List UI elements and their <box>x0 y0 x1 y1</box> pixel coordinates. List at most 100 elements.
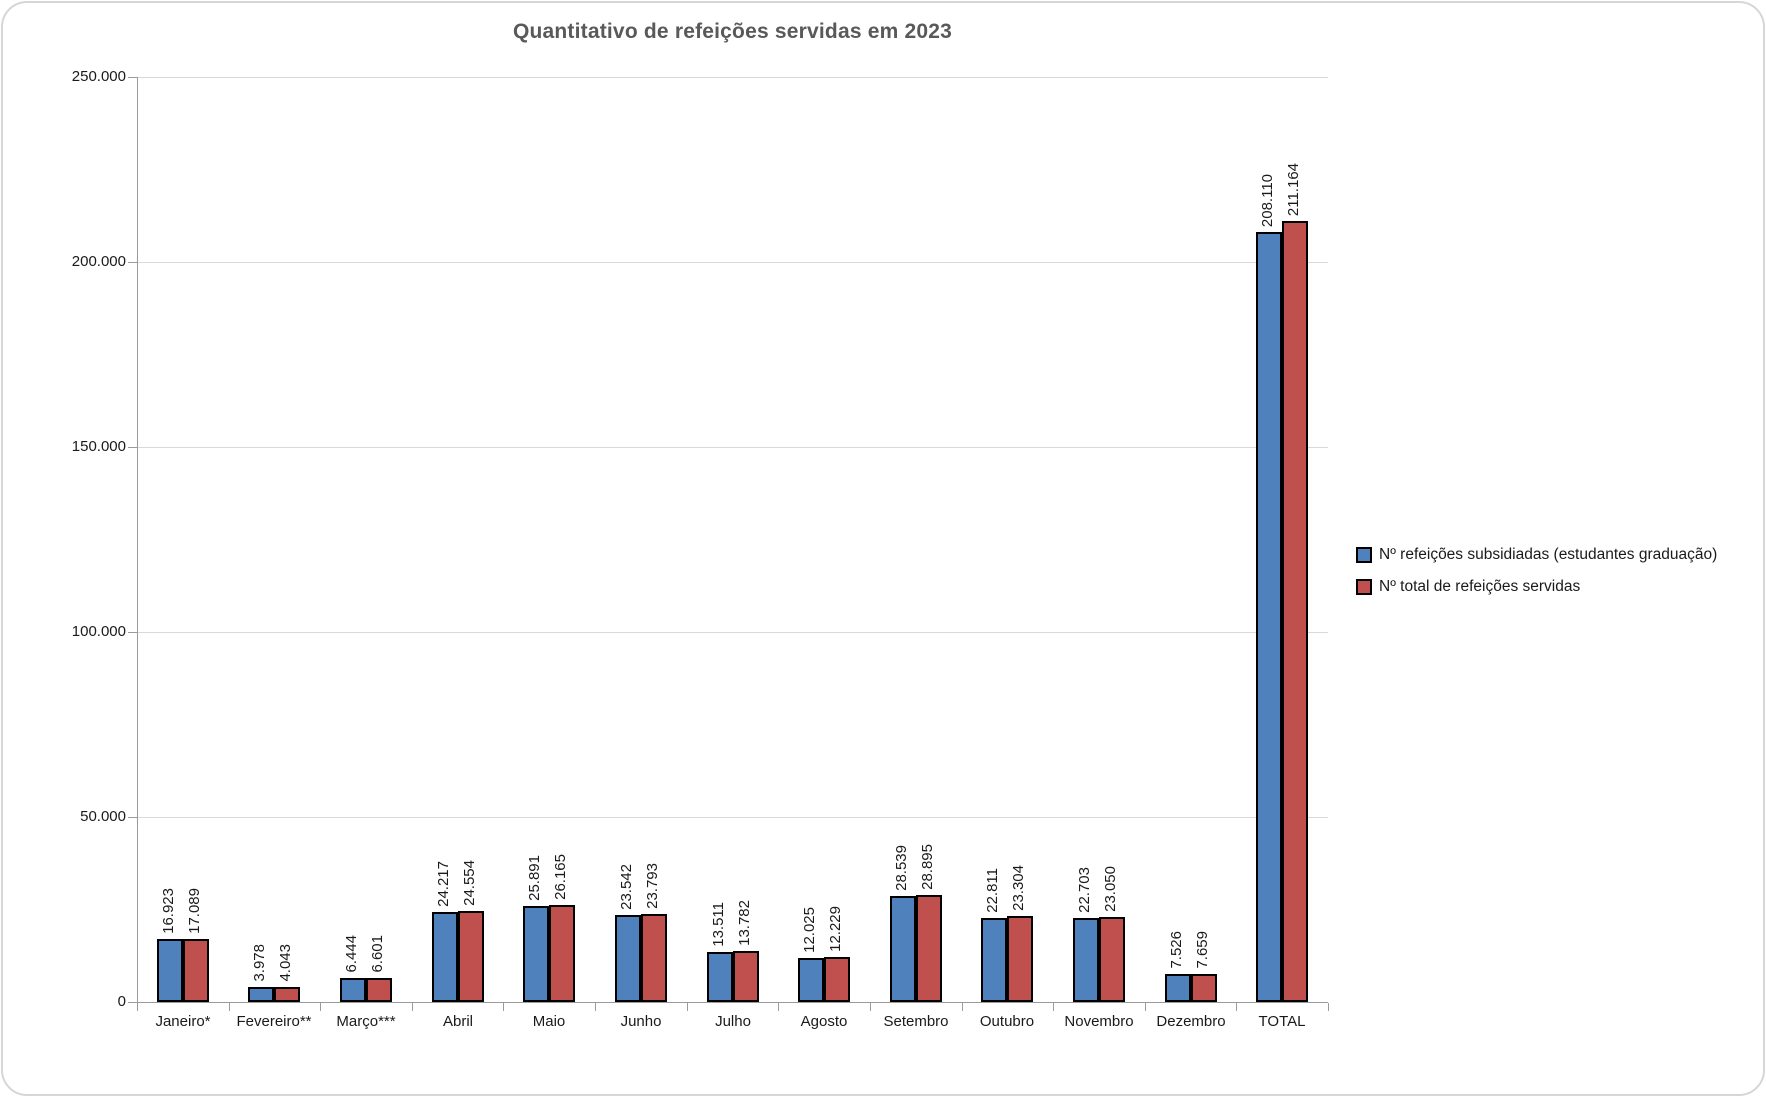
bar-subsidiadas <box>798 958 824 1002</box>
legend-item-subsidiadas: Nº refeições subsidiadas (estudantes gra… <box>1356 546 1717 564</box>
bar-subsidiadas <box>432 912 458 1002</box>
bar-data-label: 16.923 <box>160 888 177 934</box>
bar-subsidiadas <box>340 978 366 1002</box>
x-axis-tick <box>962 1003 963 1011</box>
bar-total <box>549 905 575 1002</box>
bar-total <box>824 957 850 1002</box>
x-axis-category-label: Dezembro <box>1156 1013 1226 1030</box>
y-axis-tick <box>128 77 137 78</box>
x-axis-tick <box>137 1003 138 1011</box>
bar-data-label: 25.891 <box>526 855 543 901</box>
x-axis-tick <box>595 1003 596 1011</box>
bar-total <box>916 895 942 1002</box>
x-axis-tick <box>503 1003 504 1011</box>
gridline <box>138 632 1328 633</box>
bar-subsidiadas <box>981 918 1007 1002</box>
bar-data-label: 26.165 <box>552 854 569 900</box>
bar-data-label: 23.304 <box>1010 865 1027 911</box>
bar-total <box>641 914 667 1002</box>
bar-total <box>274 987 300 1002</box>
x-axis-line <box>137 1002 1328 1003</box>
legend-label: Nº total de refeições servidas <box>1379 578 1581 595</box>
bar-data-label: 23.542 <box>618 864 635 910</box>
y-axis-tick <box>128 1002 137 1003</box>
x-axis-tick <box>1145 1003 1146 1011</box>
chart-title: Quantitativo de refeições servidas em 20… <box>512 20 953 43</box>
x-axis-category-label: Julho <box>715 1013 751 1030</box>
x-axis-category-label: Maio <box>532 1013 566 1030</box>
bar-total <box>733 951 759 1002</box>
bar-data-label: 12.229 <box>827 906 844 952</box>
bar-subsidiadas <box>157 939 183 1002</box>
bar-data-label: 7.659 <box>1194 931 1211 969</box>
gridline <box>138 817 1328 818</box>
bar-total <box>1282 221 1308 1002</box>
y-axis-tick <box>128 817 137 818</box>
gridline <box>138 447 1328 448</box>
y-axis-tick <box>128 447 137 448</box>
bar-data-label: 13.511 <box>710 902 727 947</box>
bar-data-label: 24.554 <box>461 860 478 906</box>
bar-total <box>366 978 392 1002</box>
x-axis-tick <box>1053 1003 1054 1011</box>
x-axis-category-label: Novembro <box>1064 1013 1134 1030</box>
bar-data-label: 22.703 <box>1076 867 1093 913</box>
bar-total <box>183 939 209 1002</box>
x-axis-category-label: Junho <box>620 1013 662 1030</box>
bar-subsidiadas <box>248 987 274 1002</box>
bar-data-label: 24.217 <box>435 861 452 907</box>
bar-data-label: 28.539 <box>893 845 910 891</box>
gridline <box>138 262 1328 263</box>
bar-data-label: 13.782 <box>736 900 753 946</box>
legend-item-total: Nº total de refeições servidas <box>1356 578 1717 596</box>
bar-total <box>1099 917 1125 1002</box>
bar-data-label: 7.526 <box>1168 931 1185 969</box>
x-axis-category-label: TOTAL <box>1258 1013 1306 1030</box>
bar-data-label: 208.110 <box>1259 173 1276 227</box>
bar-subsidiadas <box>707 952 733 1002</box>
bar-subsidiadas <box>615 915 641 1002</box>
y-axis-label: 0 <box>117 993 126 1010</box>
x-axis-tick <box>320 1003 321 1011</box>
x-axis-category-label: Fevereiro** <box>236 1013 312 1030</box>
bar-subsidiadas <box>1165 974 1191 1002</box>
bar-total <box>1191 974 1217 1002</box>
x-axis-tick <box>412 1003 413 1011</box>
bar-total <box>458 911 484 1002</box>
x-axis-category-label: Janeiro* <box>155 1013 211 1030</box>
bar-subsidiadas <box>1073 918 1099 1002</box>
legend-label: Nº refeições subsidiadas (estudantes gra… <box>1379 546 1718 563</box>
legend-swatch-icon <box>1356 579 1372 595</box>
y-axis-label: 100.000 <box>71 623 126 640</box>
y-axis-label: 50.000 <box>80 808 126 825</box>
bar-data-label: 22.811 <box>984 868 1001 913</box>
y-axis-label: 200.000 <box>71 253 126 270</box>
y-axis-line <box>137 77 138 1003</box>
x-axis-tick <box>1328 1003 1329 1011</box>
x-axis-category-label: Abril <box>442 1013 473 1030</box>
legend-swatch-icon <box>1356 547 1372 563</box>
bar-data-label: 6.444 <box>343 935 360 973</box>
x-axis-tick <box>687 1003 688 1011</box>
x-axis-category-label: Agosto <box>800 1013 848 1030</box>
bar-data-label: 23.793 <box>644 863 661 909</box>
y-axis-label: 150.000 <box>71 438 126 455</box>
y-axis-tick <box>128 632 137 633</box>
y-axis-tick <box>128 262 137 263</box>
x-axis-category-label: Março*** <box>336 1013 396 1030</box>
y-axis-label: 250.000 <box>71 68 126 85</box>
x-axis-tick <box>229 1003 230 1011</box>
bar-data-label: 3.978 <box>251 944 268 982</box>
bar-subsidiadas <box>890 896 916 1002</box>
bar-data-label: 28.895 <box>919 844 936 890</box>
bar-data-label: 6.601 <box>369 935 386 973</box>
bar-total <box>1007 916 1033 1002</box>
bar-data-label: 12.025 <box>801 907 818 953</box>
x-axis-tick <box>778 1003 779 1011</box>
x-axis-category-label: Outubro <box>979 1013 1035 1030</box>
bar-subsidiadas <box>1256 232 1282 1002</box>
x-axis-category-label: Setembro <box>883 1013 949 1030</box>
x-axis-tick <box>870 1003 871 1011</box>
bar-data-label: 17.089 <box>186 888 203 934</box>
